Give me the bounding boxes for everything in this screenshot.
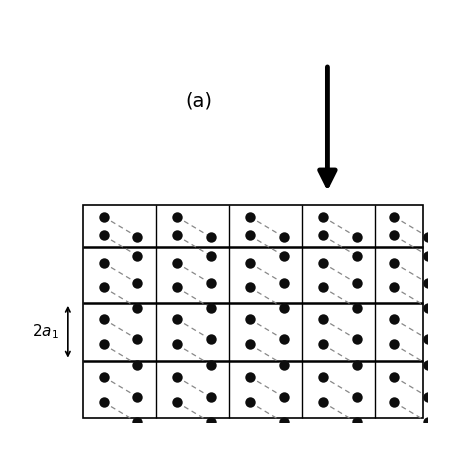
Text: (a): (a)	[185, 91, 212, 110]
Bar	[83, 205, 423, 418]
Text: $2a_1$: $2a_1$	[32, 322, 59, 341]
